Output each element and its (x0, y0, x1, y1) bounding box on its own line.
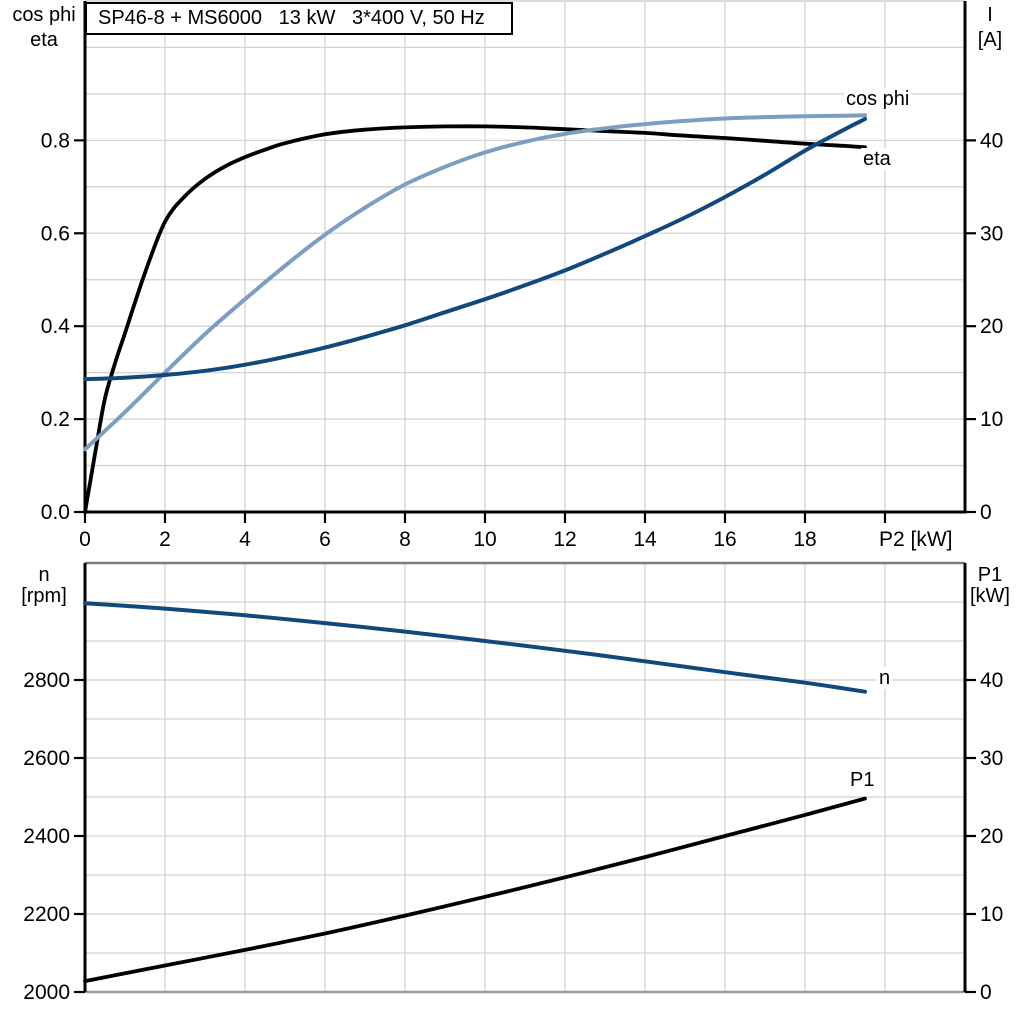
x-tick-label: 4 (239, 528, 251, 551)
left-y-tick-label: 0.8 (41, 129, 70, 152)
n-curve-label: n (877, 667, 893, 689)
right-y-tick-label: 30 (980, 222, 1003, 245)
right-y-tick-label: 10 (980, 903, 1003, 926)
eta-curve-label: eta (861, 148, 893, 170)
left-y-tick-label: 2600 (23, 747, 70, 770)
x-tick-label: 14 (633, 528, 657, 551)
cos-phi-curve-label: cos phi (844, 88, 912, 110)
bottom-left-axis-title-line2: [rpm] (21, 585, 67, 607)
right-y-tick-label: 10 (980, 408, 1003, 431)
bottom-right-axis-title-line1: P1 (977, 564, 1003, 586)
left-y-tick-label: 2200 (23, 903, 70, 926)
x-tick-label: 18 (793, 528, 816, 551)
bottom-right-axis-title-line2: [kW] (970, 585, 1010, 607)
x-tick-label: 10 (473, 528, 496, 551)
x-tick-label: 8 (399, 528, 411, 551)
right-y-tick-label: 0 (980, 981, 992, 1004)
eta-curve (83, 124, 867, 514)
x-tick-label: 6 (319, 528, 331, 551)
top-right-axis-title-line2: [A] (977, 29, 1003, 51)
left-y-tick-label: 0.4 (41, 315, 71, 338)
right-y-tick-label: 0 (980, 501, 992, 524)
left-y-tick-label: 0.0 (41, 501, 70, 524)
x-axis-label: P2 [kW] (879, 528, 953, 551)
left-y-tick-label: 0.2 (41, 408, 70, 431)
right-y-tick-label: 20 (980, 315, 1003, 338)
i-curve (83, 117, 867, 382)
p1-curve (83, 796, 867, 983)
right-y-tick-label: 30 (980, 747, 1003, 770)
top-left-axis-title-line1: cos phi (12, 4, 76, 26)
x-tick-label: 0 (79, 528, 91, 551)
left-y-tick-label: 2800 (23, 669, 70, 692)
right-y-tick-label: 40 (980, 669, 1003, 692)
left-y-tick-label: 2000 (23, 981, 70, 1004)
left-y-tick-label: 2400 (23, 825, 70, 848)
right-y-tick-label: 40 (980, 129, 1003, 152)
top-right-axis-title-line1: I (987, 4, 993, 26)
x-tick-label: 2 (159, 528, 171, 551)
bottom-left-axis-title-line1: n (38, 564, 50, 586)
cos-phi-curve (83, 113, 867, 452)
x-tick-label: 12 (553, 528, 576, 551)
n-curve (83, 601, 867, 694)
p1-curve-label: P1 (848, 769, 877, 791)
left-y-tick-label: 0.6 (41, 222, 70, 245)
chart-title-box: SP46-8 + MS6000 13 kW 3*400 V, 50 Hz (85, 2, 513, 35)
x-tick-label: 16 (713, 528, 736, 551)
top-left-axis-title-line2: eta (30, 29, 58, 51)
right-y-tick-label: 20 (980, 825, 1003, 848)
